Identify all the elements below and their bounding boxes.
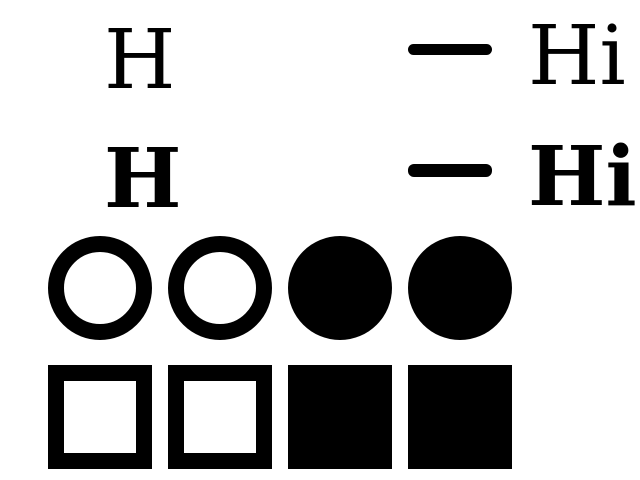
dash-bold xyxy=(408,164,492,177)
square-3 xyxy=(288,365,392,469)
hi-text-regular: Hi xyxy=(528,9,626,104)
hi-text-bold: Hi xyxy=(528,129,637,225)
square-2 xyxy=(168,365,272,469)
h-glyph-regular: H xyxy=(104,13,176,108)
dash-regular xyxy=(408,44,492,55)
circle-1 xyxy=(48,236,152,340)
circle-3 xyxy=(288,236,392,340)
circle-4 xyxy=(408,236,512,340)
circle-2 xyxy=(168,236,272,340)
h-glyph-bold: H xyxy=(104,131,182,227)
square-1 xyxy=(48,365,152,469)
square-4 xyxy=(408,365,512,469)
